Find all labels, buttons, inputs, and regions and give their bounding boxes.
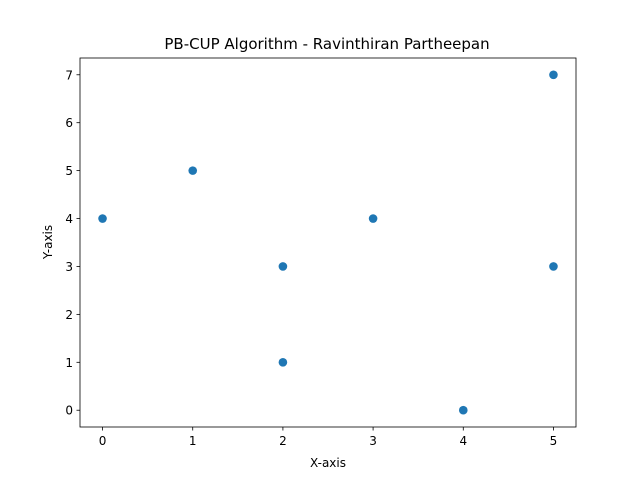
scatter-point <box>549 262 558 271</box>
x-axis-label: X-axis <box>310 456 346 470</box>
y-axis-label: Y-axis <box>41 225 55 260</box>
plot-frame <box>79 57 577 428</box>
x-tick-label: 0 <box>99 434 107 448</box>
scatter-point <box>458 405 468 415</box>
y-tick-label: 3 <box>65 260 73 274</box>
chart-title: PB-CUP Algorithm - Ravinthiran Partheepa… <box>164 35 489 53</box>
x-tick-label: 5 <box>550 434 558 448</box>
x-tick-label: 2 <box>279 434 287 448</box>
x-tick-label: 1 <box>189 434 197 448</box>
scatter-point <box>368 214 378 223</box>
scatter-point <box>549 70 558 80</box>
y-tick-label: 5 <box>65 164 73 178</box>
y-tick-label: 4 <box>65 212 73 226</box>
scatter-point <box>278 262 288 271</box>
scatter-point <box>188 166 198 175</box>
x-tick-label: 4 <box>459 434 467 448</box>
y-tick-label: 2 <box>65 308 73 322</box>
y-tick-label: 7 <box>65 68 73 82</box>
y-tick-label: 6 <box>65 116 73 130</box>
scatter-point <box>98 214 107 223</box>
y-tick-label: 0 <box>65 404 73 418</box>
scatter-point <box>278 358 288 367</box>
y-tick-label: 1 <box>65 356 73 370</box>
plot-area: 0 1 2 3 4 5 0 1 2 3 4 5 6 7 <box>65 57 577 448</box>
x-tick-label: 3 <box>369 434 377 448</box>
